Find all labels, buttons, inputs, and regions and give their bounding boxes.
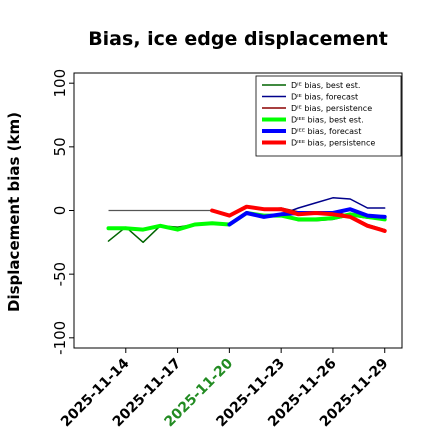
legend-label: Dᴵᴱᴱ bias, persistence (291, 139, 375, 148)
legend-label: Dᴵᴱᴱ bias, best est. (291, 116, 364, 125)
legend-label: Dᴵᴱ bias, persistence (291, 104, 372, 113)
y-tick-label: 0 (51, 206, 69, 216)
chart-title: Bias, ice edge displacement (88, 28, 388, 50)
y-tick-label: -100 (51, 321, 69, 355)
y-tick-label: 100 (51, 69, 69, 98)
plot-layer (106, 197, 387, 244)
y-axis: 100 50 0 -50 -100 (51, 69, 74, 355)
series-group (106, 197, 387, 244)
legend-label: Dᴵᴱ bias, forecast (291, 93, 358, 102)
y-tick-label: 50 (51, 137, 69, 156)
legend-label: Dᴵᴱᴱ bias, forecast (291, 127, 361, 136)
y-tick-label: -50 (51, 262, 69, 287)
legend-label: Dᴵᴱ bias, best est. (291, 81, 360, 90)
series-line-6 (210, 204, 387, 233)
legend: Dᴵᴱ bias, best est. Dᴵᴱ bias, forecast Dᴵᴱ… (255, 75, 402, 157)
y-axis-label: Displacement bias (km) (5, 112, 23, 312)
